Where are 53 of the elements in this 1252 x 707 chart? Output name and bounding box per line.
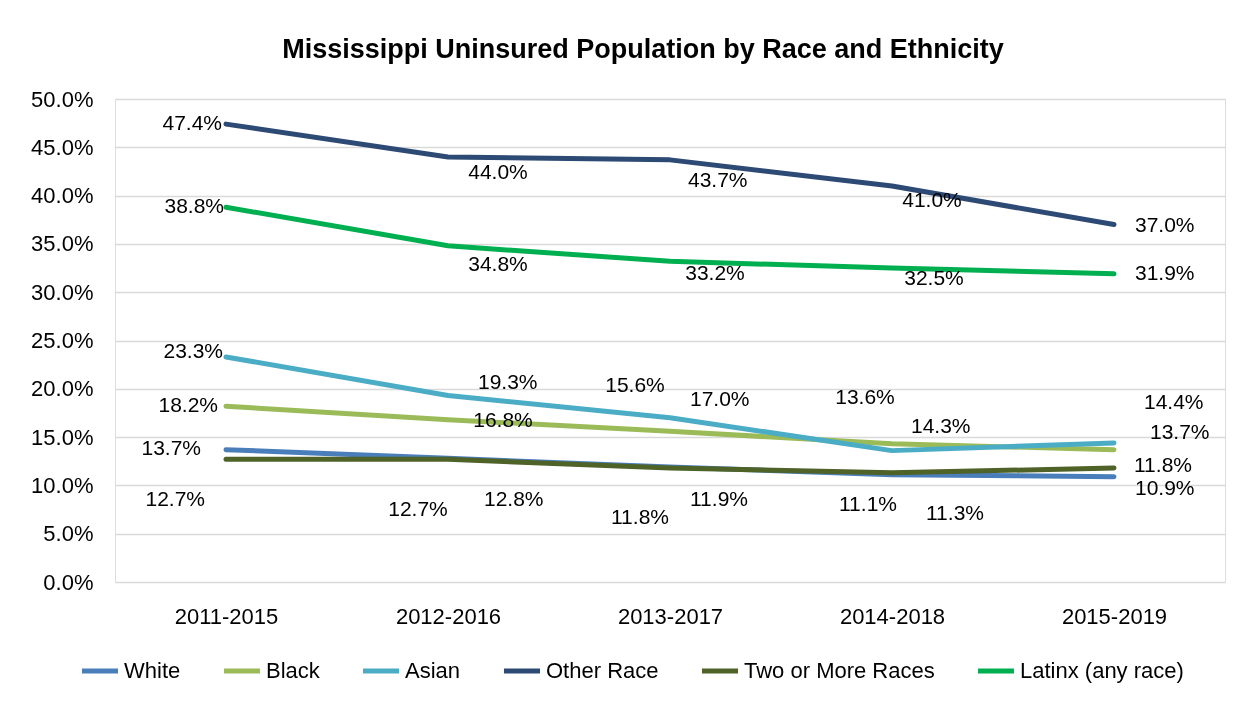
data-label: 10.9%	[1135, 475, 1195, 499]
data-label: 33.2%	[685, 261, 745, 285]
data-label: 13.6%	[835, 384, 895, 408]
data-label: 34.8%	[468, 251, 528, 275]
data-label: 12.7%	[388, 497, 448, 521]
data-label: 47.4%	[162, 111, 222, 135]
data-label: 38.8%	[164, 194, 224, 218]
data-label: 17.0%	[690, 386, 750, 410]
data-label: 14.3%	[911, 413, 971, 437]
data-label: 14.4%	[1144, 389, 1204, 413]
y-tick-label: 5.0%	[43, 521, 94, 547]
legend-label: Latinx (any race)	[1020, 658, 1184, 683]
data-label: 41.0%	[902, 187, 962, 211]
data-label: 11.1%	[839, 491, 897, 515]
data-label: 11.8%	[611, 505, 669, 529]
data-label: 11.9%	[690, 487, 748, 511]
data-label: 11.8%	[1134, 453, 1192, 477]
data-label: 23.3%	[163, 338, 223, 362]
data-label: 16.8%	[473, 407, 533, 431]
legend-label: Two or More Races	[744, 658, 935, 683]
chart-title: Mississippi Uninsured Population by Race and Ethnicity	[282, 34, 1004, 64]
y-tick-label: 25.0%	[31, 328, 94, 353]
y-tick-label: 0.0%	[43, 569, 94, 595]
data-label: 13.7%	[1150, 419, 1210, 443]
data-label: 44.0%	[468, 159, 528, 183]
y-tick-label: 40.0%	[31, 183, 94, 209]
data-label: 12.8%	[484, 487, 544, 511]
data-label: 18.2%	[158, 393, 218, 417]
data-label: 12.7%	[145, 487, 205, 511]
legend-label: White	[124, 658, 181, 683]
x-tick-label: 2015-2019	[1061, 603, 1168, 629]
data-label: 43.7%	[688, 167, 748, 191]
x-tick-label: 2013-2017	[617, 603, 724, 629]
y-tick-label: 45.0%	[31, 134, 94, 160]
data-label: 15.6%	[605, 373, 665, 397]
x-tick-label: 2011-2015	[174, 603, 279, 629]
data-label: 19.3%	[478, 369, 538, 393]
x-tick-label: 2014-2018	[839, 603, 946, 629]
y-tick-label: 20.0%	[31, 376, 94, 402]
data-label: 32.5%	[904, 266, 964, 290]
legend-label: Other Race	[546, 658, 659, 683]
legend-label: Asian	[405, 658, 461, 683]
y-tick-label: 30.0%	[31, 279, 94, 305]
y-tick-label: 10.0%	[31, 472, 94, 498]
data-label: 37.0%	[1135, 212, 1195, 236]
data-label: 31.9%	[1135, 260, 1195, 284]
legend-label: Black	[266, 658, 321, 683]
x-tick-label: 2012-2016	[395, 603, 502, 629]
y-tick-label: 50.0%	[31, 86, 94, 112]
data-label: 11.3%	[926, 500, 984, 524]
y-tick-label: 35.0%	[31, 231, 94, 257]
y-tick-label: 15.0%	[31, 424, 94, 450]
data-label: 13.7%	[141, 435, 201, 459]
